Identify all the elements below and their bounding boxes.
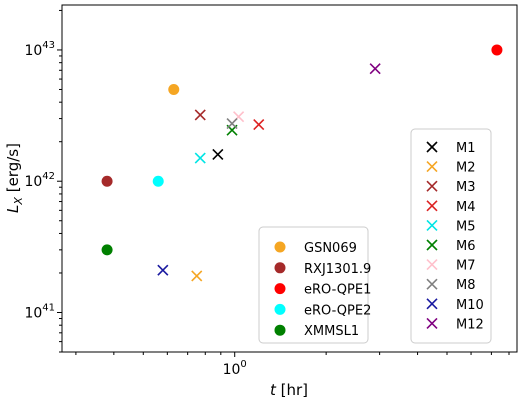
legend-marker-m1 [426, 141, 438, 153]
legend-label-m1: M1 [456, 141, 476, 156]
legend-marker-xmmsl1 [274, 324, 286, 336]
x-tick-label: 100 [223, 359, 247, 378]
legend-label-m7: M7 [456, 259, 476, 274]
legend-marker-m4 [426, 200, 438, 212]
legend-marker-ero-qpe2 [274, 303, 286, 315]
legend-marker-m2 [426, 161, 438, 173]
legend-marker-m10 [426, 298, 438, 310]
legend-marker-gsn069 [274, 241, 286, 253]
data-point-m4 [253, 119, 265, 131]
legend-marker-m6 [426, 239, 438, 251]
legend-observed: GSN069 RXJ1301.9 eRO-QPE1 eRO-QPE2 XMMSL1 [258, 226, 371, 344]
data-point-m1 [212, 148, 224, 160]
axis-ticks: 1041 1042 1043 100 [24, 9, 510, 378]
legend-marker-rxj1301-9 [274, 262, 286, 274]
legend-label-xmmsl1: XMMSL1 [304, 324, 359, 339]
data-point-ero-qpe1 [491, 44, 503, 56]
data-point-m12 [369, 63, 381, 75]
data-point-m5 [194, 152, 206, 164]
legend-marker-m3 [426, 180, 438, 192]
y-axis-label: LX [erg/s] [4, 143, 25, 213]
legend-label-ero-qpe2: eRO-QPE2 [304, 303, 371, 318]
data-point-rxj1301-9 [101, 175, 113, 187]
y-tick-label: 1042 [24, 171, 55, 190]
legend-marker-m5 [426, 219, 438, 231]
legend-label-m6: M6 [456, 239, 476, 254]
legend-models: M1 M2 M3 M4 M5 M6 M7 M8 M10 M12 [410, 128, 492, 344]
legend-marker-ero-qpe1 [274, 283, 286, 295]
y-tick-label: 1043 [24, 40, 55, 59]
legend-label-m12: M12 [456, 317, 484, 332]
svg-text:LX [erg/s]: LX [erg/s] [4, 143, 25, 213]
data-point-xmmsl1 [101, 244, 113, 256]
legend-marker-m12 [426, 317, 438, 329]
legend-label-m8: M8 [456, 278, 476, 293]
legend-label-gsn069: GSN069 [304, 241, 357, 256]
y-tick-label: 1041 [24, 302, 55, 321]
legend-label-m10: M10 [456, 298, 484, 313]
data-point-gsn069 [168, 83, 180, 95]
data-point-m3 [194, 109, 206, 121]
legend-label-m2: M2 [456, 161, 476, 176]
data-point-ero-qpe2 [152, 175, 164, 187]
svg-text:t [hr]: t [hr] [270, 381, 308, 399]
legend-marker-m8 [426, 278, 438, 290]
x-axis-label: t [hr] [270, 381, 308, 399]
plot-frame [61, 4, 518, 353]
legend-label-rxj1301-9: RXJ1301.9 [304, 262, 371, 277]
legend-label-m3: M3 [456, 180, 476, 195]
legend-marker-m7 [426, 259, 438, 271]
legend-label-m5: M5 [456, 219, 476, 234]
data-points [101, 44, 503, 282]
data-point-m8 [226, 117, 238, 130]
data-point-m2 [191, 270, 203, 282]
legend-label-m4: M4 [456, 200, 476, 215]
data-point-m10 [157, 264, 169, 276]
legend-label-ero-qpe1: eRO-QPE1 [304, 283, 371, 298]
